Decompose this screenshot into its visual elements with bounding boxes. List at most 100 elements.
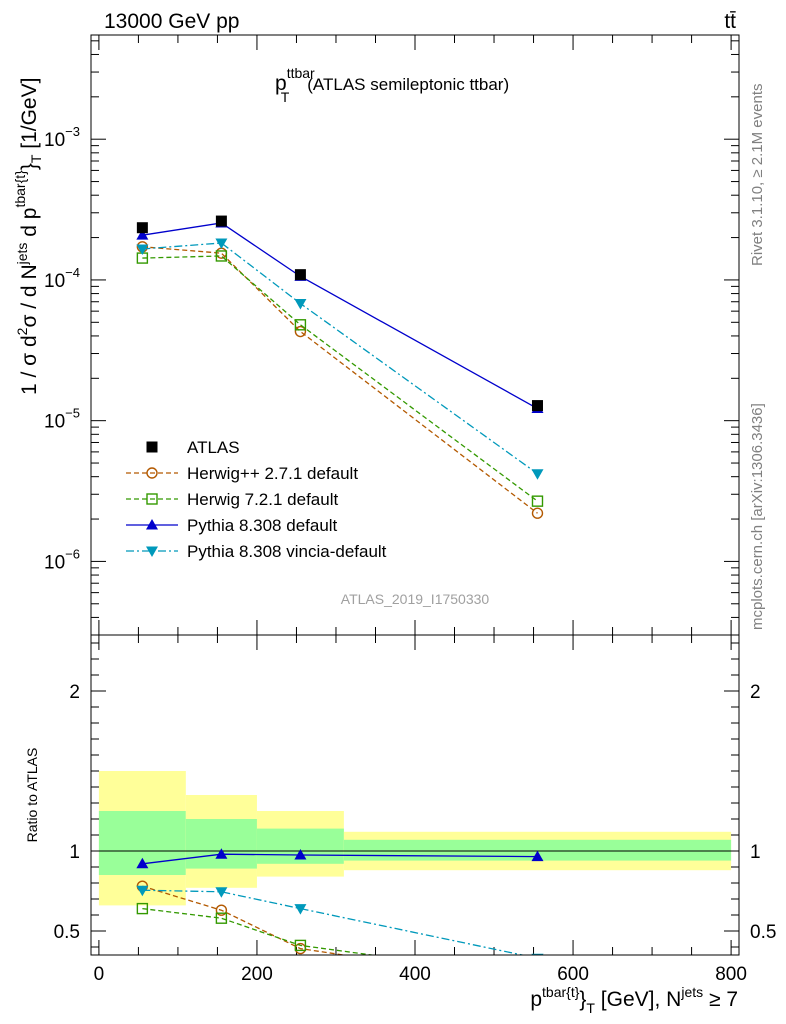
legend-item-vincia: Pythia 8.308 vincia-default [126, 542, 387, 561]
ratio-point-pythia-2 [294, 849, 307, 860]
ratio-y-axis-label: Ratio to ATLAS [24, 748, 40, 843]
process-label: tt̄ [724, 10, 736, 33]
ratio-y-tick-label-right-0: 0.5 [750, 922, 776, 943]
legend-item-herwig_pp: Herwig++ 2.7.1 default [126, 464, 358, 483]
main-series-vincia [136, 238, 544, 480]
ratio-line-herwig_pp [142, 885, 348, 955]
legend-marker-herwig_pp [146, 467, 158, 479]
analysis-watermark: ATLAS_2019_I1750330 [341, 591, 490, 607]
title-sub: T [281, 89, 290, 105]
ratio-point-herwig7-3 [532, 972, 542, 982]
main-y-tick-label-2: 10−4 [44, 265, 80, 292]
band-inner-1 [185, 819, 257, 869]
main-y-tick-exp: −5 [65, 406, 80, 421]
ratio-panel-frame [90, 634, 740, 956]
main-line-herwig7 [142, 255, 538, 502]
ratio-y-tick-label-left-2: 2 [69, 682, 80, 703]
ratio-point-herwig_pp-1 [215, 904, 228, 916]
xlabel-b: tbar{t} [542, 984, 580, 1000]
legend-marker-vincia [146, 546, 158, 557]
x-tick-label-2: 400 [399, 964, 431, 985]
main-point-herwig_pp-2 [294, 325, 307, 338]
ratio-point-herwig7-1 [215, 912, 228, 924]
ylabel-e: d p [18, 208, 41, 243]
energy-label: 13000 GeV pp [104, 10, 239, 33]
main-y-tick-exp: −4 [65, 265, 80, 280]
main-y-tick-label-0: 10−6 [44, 546, 80, 573]
ratio-y-tick-label-left-0: 0.5 [54, 922, 80, 943]
plot-title: pttbar T (ATLAS semileptonic ttbar) [275, 65, 509, 105]
ratio-y-tick-label-left-1: 1 [69, 842, 80, 863]
x-tick-label-1: 200 [241, 964, 273, 985]
ratio-point-vincia-2 [294, 904, 307, 915]
legend-item-atlas: ATLAS [146, 438, 240, 457]
main-y-tick-label-1: 10−5 [44, 406, 80, 433]
main-y-tick-base: 10 [44, 412, 65, 433]
legend-marker-pythia [146, 519, 158, 530]
main-y-tick-base: 10 [44, 552, 65, 573]
ratio-point-vincia-1 [215, 887, 228, 898]
ylabel-i: [1/GeV] [18, 78, 41, 155]
xlabel-f: jets [680, 984, 703, 1000]
legend-item-herwig7: Herwig 7.2.1 default [126, 490, 338, 509]
main-y-tick-label-3: 10−3 [44, 124, 80, 151]
ylabel-g: } [18, 163, 41, 170]
ratio-y-tick-label-right-1: 1 [750, 842, 761, 863]
ratio-point-pythia-0 [136, 857, 149, 869]
x-tick-label-3: 600 [557, 964, 589, 985]
ylabel-f: tbar{t} [12, 170, 28, 208]
main-point-vincia-0 [136, 244, 149, 255]
main-point-vincia-3 [531, 469, 544, 480]
ratio-line-pythia [142, 853, 538, 865]
ylabel-h: T [28, 154, 44, 163]
legend: ATLAS Herwig++ 2.7.1 default Herwig 7.2.1 … [126, 438, 387, 561]
x-tick-label-0: 0 [94, 964, 105, 985]
legend-label-herwig7: Herwig 7.2.1 default [187, 490, 338, 509]
ratio-point-pythia-1 [215, 848, 228, 859]
xlabel-c: } [579, 988, 586, 1011]
x-tick-label-4: 800 [715, 964, 747, 985]
legend-marker-atlas [146, 441, 158, 453]
ylabel-b: 2 [14, 327, 30, 335]
rivet-label: Rivet 3.1.10, ≥ 2.1M events [749, 84, 766, 267]
main-axes: 10−610−510−410−3 [44, 35, 739, 636]
legend-label-atlas: ATLAS [187, 438, 240, 457]
mcplots-label: mcplots.cern.ch [arXiv:1306.3436] [749, 403, 766, 630]
title-rest: (ATLAS semileptonic ttbar) [307, 75, 509, 94]
main-point-herwig7-3 [531, 495, 544, 507]
main-point-vincia-2 [294, 299, 307, 310]
main-series-pythia [136, 216, 544, 414]
main-point-atlas-2 [294, 269, 306, 281]
legend-marker-herwig7 [146, 493, 158, 505]
ratio-axes: 0.5 0.5 1 1 2 2 0 200 400 600 800 [54, 635, 776, 985]
main-point-pythia-0 [136, 229, 149, 240]
ratio-series-vincia [136, 885, 544, 955]
xlabel-g: ≥ 7 [703, 988, 738, 1011]
main-point-vincia-1 [215, 238, 228, 249]
ratio-y-tick-label-right-2: 2 [750, 682, 761, 703]
main-series-atlas [136, 215, 543, 412]
main-point-atlas-0 [136, 222, 148, 234]
ylabel-a: 1 / σ d [18, 335, 41, 395]
xlabel-d: T [586, 1000, 595, 1016]
main-point-atlas-3 [531, 400, 543, 412]
title-p: p [275, 72, 287, 95]
main-point-herwig_pp-3 [531, 507, 544, 519]
ratio-series-layer [136, 848, 544, 982]
legend-label-pythia: Pythia 8.308 default [187, 516, 338, 535]
main-y-tick-exp: −3 [65, 124, 80, 139]
ratio-point-herwig7-2 [294, 939, 307, 952]
ratio-line-herwig7 [142, 907, 377, 955]
main-point-herwig7-2 [294, 319, 307, 331]
main-point-atlas-1 [215, 215, 227, 227]
ylabel-c: σ / d N [18, 264, 41, 327]
x-axis-label: ptbar{t}}T [GeV], Njets ≥ 7 [530, 984, 738, 1016]
ratio-point-herwig7-0 [136, 902, 149, 915]
ratio-series-herwig_pp [136, 880, 348, 955]
legend-label-vincia: Pythia 8.308 vincia-default [187, 542, 387, 561]
ratio-series-herwig7 [136, 902, 542, 982]
xlabel-a: p [530, 988, 542, 1011]
main-series-layer [136, 215, 544, 519]
main-line-pythia [142, 222, 538, 410]
